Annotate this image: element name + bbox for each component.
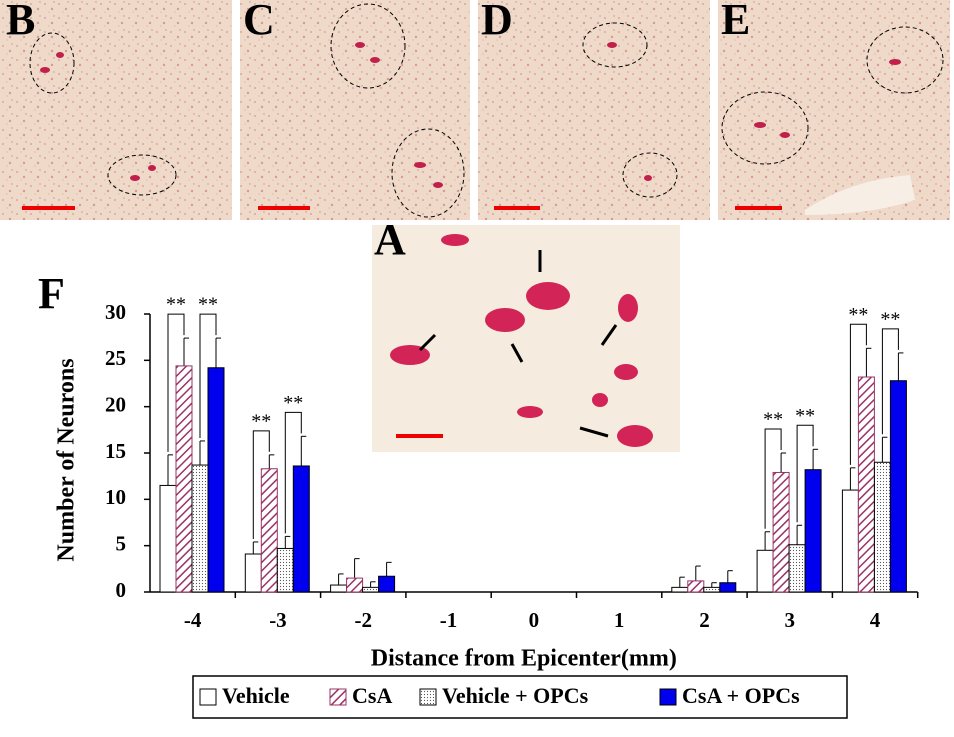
micrograph-e <box>718 0 950 220</box>
x-tick-label: -1 <box>440 608 458 632</box>
x-axis-label: Distance from Epicenter(mm) <box>371 646 677 672</box>
legend-label: Vehicle <box>222 683 290 708</box>
significance-bracket <box>764 428 782 529</box>
chart-label: F <box>38 269 65 318</box>
legend-label: CsA + OPCs <box>682 683 800 708</box>
bar <box>889 380 907 593</box>
legend-frame <box>192 675 848 719</box>
legend-swatch <box>659 688 677 706</box>
significance-bracket <box>284 411 302 534</box>
panel-label: A <box>374 215 406 264</box>
bar <box>804 469 822 593</box>
bar <box>671 586 689 593</box>
x-tick-label: 2 <box>699 608 710 632</box>
bar <box>244 553 262 593</box>
legend: Vehicle CsA Vehicle + OPCs CsA + OPCs <box>192 675 848 719</box>
x-tick-label: -3 <box>269 608 287 632</box>
bar <box>362 586 380 593</box>
bar <box>260 468 278 593</box>
x-tick-label: -4 <box>184 608 202 632</box>
legend-swatch <box>329 688 347 706</box>
micrograph-d <box>478 0 710 220</box>
bar <box>175 365 193 593</box>
bar <box>207 367 225 593</box>
panel-label: E <box>721 0 750 44</box>
bar <box>378 575 396 593</box>
micrograph-c <box>240 0 470 220</box>
bar <box>191 464 209 593</box>
bar <box>292 465 310 593</box>
significance-label: ** <box>166 294 186 316</box>
bar <box>857 376 875 593</box>
bar <box>703 586 721 593</box>
bar <box>772 471 790 593</box>
micrograph-a: A <box>372 215 680 452</box>
significance-label: ** <box>795 405 815 427</box>
legend-swatch <box>199 688 217 706</box>
y-tick-label: 0 <box>116 578 127 602</box>
bar <box>756 549 774 593</box>
y-axis-label: Number of Neurons <box>54 358 80 561</box>
x-tick-label: 0 <box>529 608 540 632</box>
bar <box>719 582 737 593</box>
x-tick-label: -2 <box>355 608 373 632</box>
bar <box>159 484 177 593</box>
significance-label: ** <box>251 410 271 432</box>
bar <box>873 461 891 593</box>
significance-label: ** <box>198 294 218 316</box>
legend-label: CsA <box>352 683 392 708</box>
significance-bracket <box>796 424 814 523</box>
significance-bracket <box>167 313 185 452</box>
bar <box>276 547 294 593</box>
significance-label: ** <box>283 392 303 414</box>
significance-bracket <box>881 328 899 435</box>
significance-bracket <box>199 313 217 438</box>
panel-label: D <box>481 0 513 44</box>
x-tick-label: 1 <box>614 608 625 632</box>
legend-label: Vehicle + OPCs <box>442 683 589 708</box>
significance-label: ** <box>848 304 868 326</box>
significance-bracket <box>849 323 867 465</box>
bar <box>346 577 364 593</box>
panel-label: C <box>243 0 275 44</box>
x-tick-label: 3 <box>785 608 796 632</box>
panel-label: B <box>6 0 35 44</box>
bar <box>330 584 348 593</box>
bar <box>687 580 705 593</box>
significance-label: ** <box>763 409 783 431</box>
legend-swatch <box>419 688 437 706</box>
bar <box>788 544 806 593</box>
y-tick-label: 30 <box>105 300 126 324</box>
y-tick-label: 5 <box>116 531 127 555</box>
significance-bracket <box>252 430 270 539</box>
y-tick-label: 15 <box>105 439 126 463</box>
y-tick-label: 20 <box>105 392 126 416</box>
x-tick-label: 4 <box>870 608 881 632</box>
significance-label: ** <box>880 309 900 331</box>
y-tick-label: 25 <box>105 346 126 370</box>
bar <box>841 489 859 593</box>
y-tick-label: 10 <box>105 485 126 509</box>
micrograph-b <box>0 0 232 220</box>
